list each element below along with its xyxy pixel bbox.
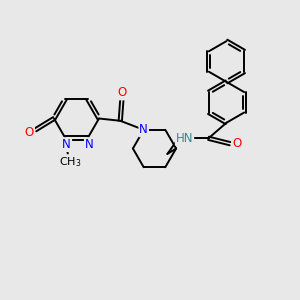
Text: O: O xyxy=(232,137,241,150)
Text: O: O xyxy=(25,126,34,140)
Text: N: N xyxy=(85,138,94,151)
Text: N: N xyxy=(62,138,71,151)
Text: HN: HN xyxy=(176,132,193,145)
Text: CH$_3$: CH$_3$ xyxy=(58,155,81,169)
Text: N: N xyxy=(139,123,148,136)
Text: O: O xyxy=(117,86,126,99)
